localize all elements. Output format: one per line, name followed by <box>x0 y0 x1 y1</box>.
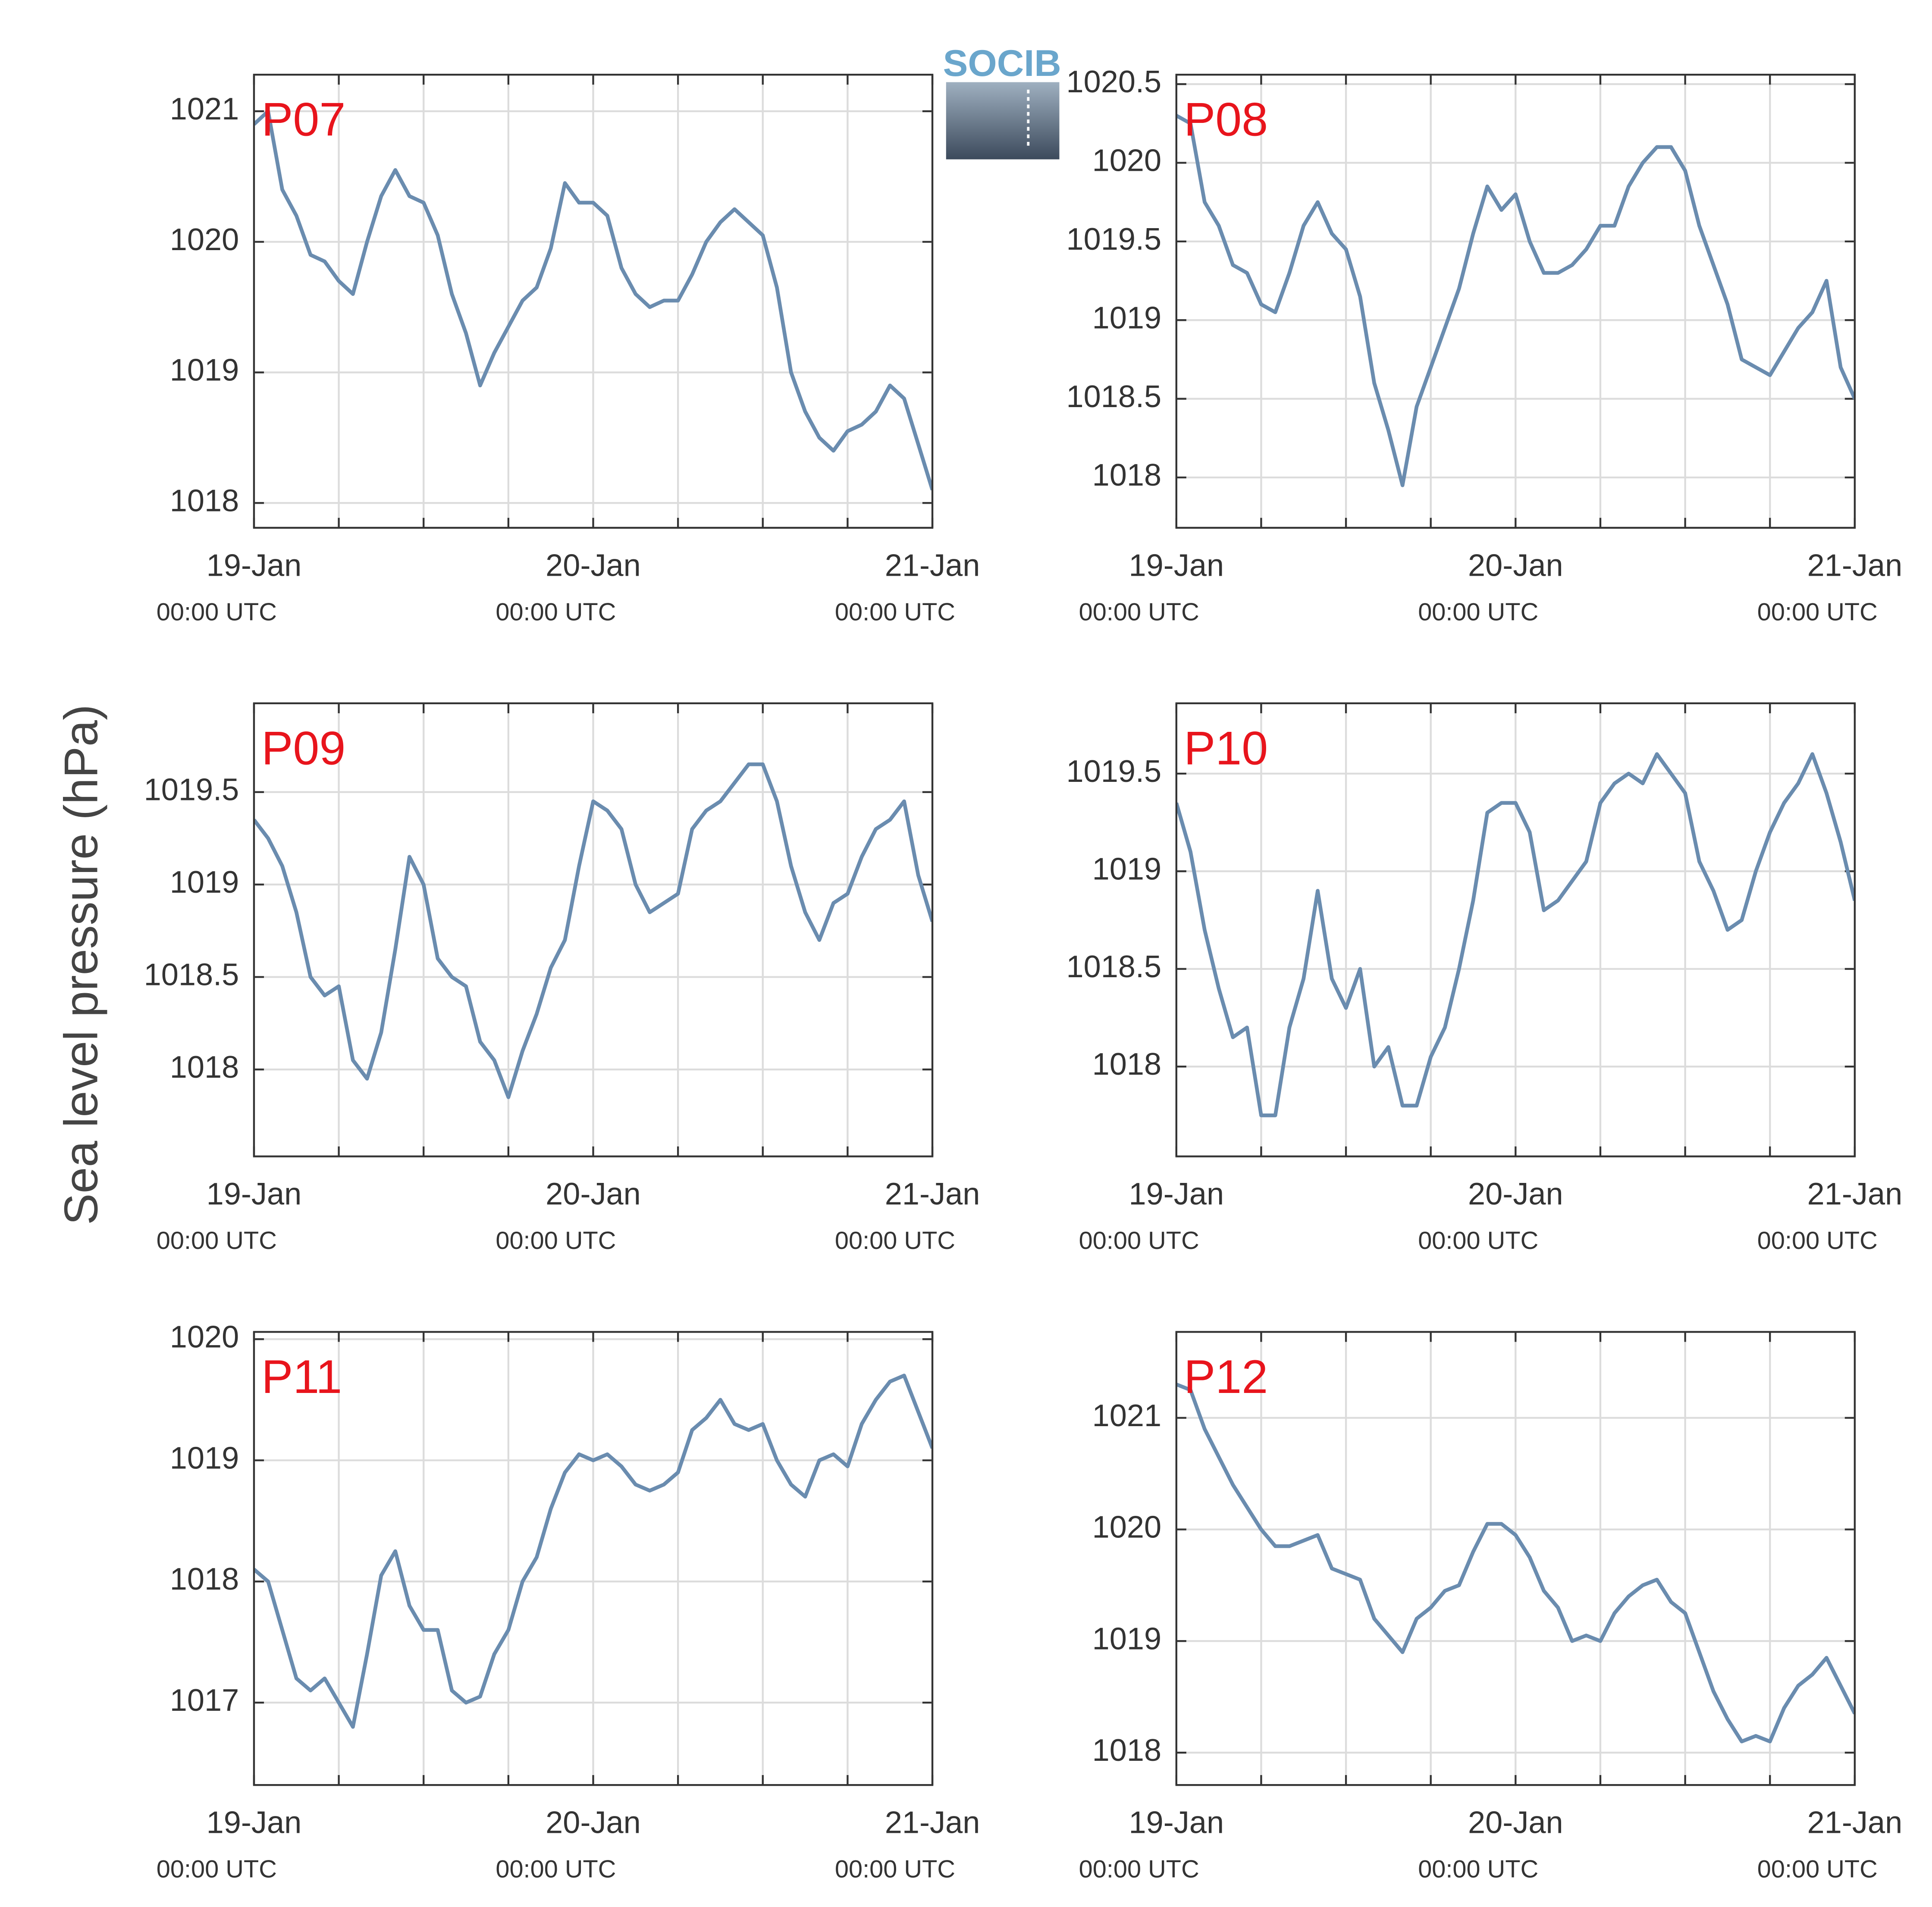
x-tick-label: 21-Jan <box>1807 1806 1903 1840</box>
x-tick-sublabel: 00:00 UTC <box>1079 1856 1199 1883</box>
x-tick-label: 21-Jan <box>885 1806 980 1840</box>
panel: 1018 1018.5 1019 1019.5 1020 1020.5 19-Jan 00:0… <box>1066 65 1902 626</box>
y-tick-label: 1019 <box>1092 1622 1162 1656</box>
x-tick-sublabel: 00:00 UTC <box>1757 1227 1878 1255</box>
panel-title: P10 <box>1184 722 1268 775</box>
y-tick-label: 1019 <box>1092 301 1162 335</box>
plot-frame <box>253 702 934 1157</box>
y-tick-label: 1020 <box>170 223 239 257</box>
line-series <box>254 762 933 1099</box>
x-tick-label: 19-Jan <box>1129 1177 1224 1211</box>
x-tick-sublabel: 00:00 UTC <box>1079 598 1199 626</box>
x-tick-sublabel: 00:00 UTC <box>157 1856 277 1883</box>
panel: 1017 1018 1019 1020 19-Jan 00:00 UTC 20-Jan 00:… <box>157 1320 980 1883</box>
y-tick-label: 1021 <box>170 92 239 126</box>
y-tick-label: 1018 <box>1092 1047 1162 1082</box>
panel-title: P09 <box>261 722 345 775</box>
panel-title: P11 <box>261 1351 342 1403</box>
x-tick-label: 19-Jan <box>207 1177 302 1211</box>
y-tick-label: 1018 <box>1092 458 1162 492</box>
x-tick-sublabel: 00:00 UTC <box>496 1856 616 1883</box>
x-tick-sublabel: 00:00 UTC <box>835 1227 955 1255</box>
y-tick-label: 1019 <box>170 865 239 900</box>
panel: 1018 1019 1020 1021 19-Jan 00:00 UTC 20-Jan 00:… <box>1079 1331 1903 1883</box>
x-tick-label: 19-Jan <box>207 1806 302 1840</box>
y-tick-label: 1019.5 <box>144 773 239 807</box>
x-tick-sublabel: 00:00 UTC <box>835 1856 955 1883</box>
x-tick-sublabel: 00:00 UTC <box>1418 1227 1538 1255</box>
y-tick-label: 1018.5 <box>1066 950 1161 984</box>
y-tick-label: 1020 <box>1092 144 1162 178</box>
line-series <box>1176 114 1855 487</box>
panel: 1018 1018.5 1019 1019.5 19-Jan 00:00 UTC 20-Ja… <box>1066 702 1903 1255</box>
y-tick-label: 1018 <box>170 1050 239 1085</box>
line-series <box>1176 1383 1855 1744</box>
x-tick-label: 21-Jan <box>885 548 980 583</box>
x-tick-sublabel: 00:00 UTC <box>496 1227 616 1255</box>
x-tick-label: 19-Jan <box>207 548 302 583</box>
line-series <box>254 109 933 491</box>
y-tick-label: 1020.5 <box>1066 65 1161 99</box>
y-tick-label: 1018 <box>1092 1733 1162 1768</box>
y-tick-label: 1019 <box>1092 852 1162 886</box>
plot-frame <box>253 1331 934 1786</box>
y-tick-label: 1018 <box>170 1562 239 1596</box>
panel: 1018 1019 1020 1021 19-Jan 00:00 UTC 20-Jan 00:… <box>157 74 980 626</box>
y-tick-label: 1018.5 <box>1066 380 1161 414</box>
x-tick-label: 20-Jan <box>1468 1177 1563 1211</box>
x-tick-label: 21-Jan <box>1807 548 1903 583</box>
x-tick-sublabel: 00:00 UTC <box>1757 1856 1878 1883</box>
x-tick-sublabel: 00:00 UTC <box>496 598 616 626</box>
plot-frame <box>1175 1331 1856 1786</box>
x-tick-sublabel: 00:00 UTC <box>1418 1856 1538 1883</box>
x-tick-label: 20-Jan <box>1468 548 1563 583</box>
y-tick-label: 1019 <box>170 1441 239 1475</box>
x-tick-label: 19-Jan <box>1129 1806 1224 1840</box>
x-tick-sublabel: 00:00 UTC <box>1757 598 1878 626</box>
line-series <box>1176 752 1855 1117</box>
x-tick-label: 20-Jan <box>546 548 641 583</box>
x-tick-sublabel: 00:00 UTC <box>1079 1227 1199 1255</box>
x-tick-sublabel: 00:00 UTC <box>157 1227 277 1255</box>
panel: 1018 1018.5 1019 1019.5 19-Jan 00:00 UTC 20-Ja… <box>144 702 980 1255</box>
panel-title: P12 <box>1184 1351 1268 1403</box>
x-tick-label: 21-Jan <box>885 1177 980 1211</box>
y-axis-label: Sea level pressure (hPa) <box>55 704 107 1225</box>
line-series <box>254 1374 933 1729</box>
x-tick-label: 20-Jan <box>1468 1806 1563 1840</box>
x-tick-label: 20-Jan <box>546 1177 641 1211</box>
y-tick-label: 1021 <box>1092 1399 1162 1433</box>
logo: SOCIB <box>943 43 1061 160</box>
x-tick-label: 19-Jan <box>1129 548 1224 583</box>
y-tick-label: 1020 <box>170 1320 239 1354</box>
x-tick-label: 20-Jan <box>546 1806 641 1840</box>
y-tick-label: 1020 <box>1092 1510 1162 1545</box>
logo-graphic <box>946 82 1060 160</box>
panel-title: P07 <box>261 94 345 146</box>
x-tick-sublabel: 00:00 UTC <box>157 598 277 626</box>
y-tick-label: 1019 <box>170 353 239 388</box>
plot-frame <box>1175 74 1856 529</box>
panel-title: P08 <box>1184 94 1268 146</box>
x-tick-sublabel: 00:00 UTC <box>835 598 955 626</box>
y-tick-label: 1019.5 <box>1066 754 1161 789</box>
plot-frame <box>253 74 934 529</box>
y-tick-label: 1018 <box>170 483 239 518</box>
x-tick-sublabel: 00:00 UTC <box>1418 598 1538 626</box>
y-tick-label: 1019.5 <box>1066 222 1161 257</box>
logo-text: SOCIB <box>943 43 1061 84</box>
y-tick-label: 1017 <box>170 1683 239 1718</box>
plot-frame <box>1175 702 1856 1157</box>
y-tick-label: 1018.5 <box>144 958 239 992</box>
x-tick-label: 21-Jan <box>1807 1177 1903 1211</box>
